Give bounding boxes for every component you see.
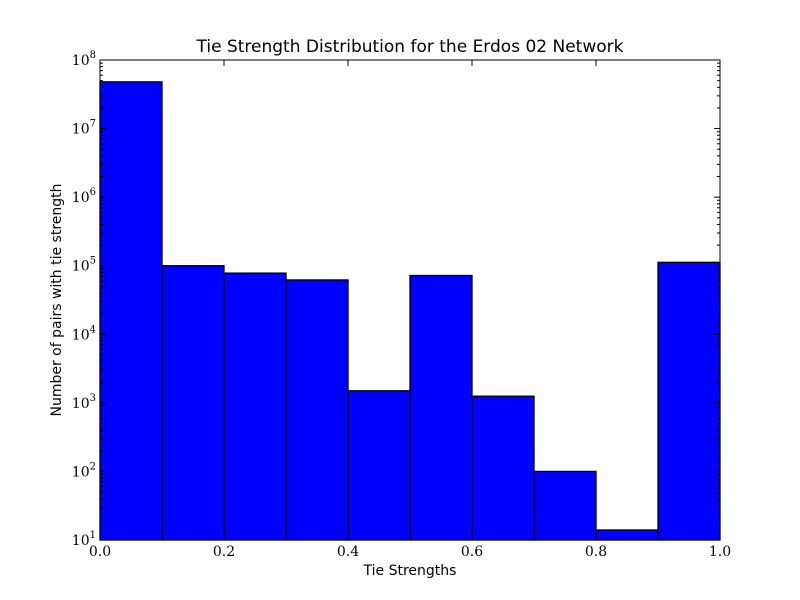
y-tick-label: 103 [72, 393, 96, 412]
x-tick-label: 0.4 [337, 544, 359, 560]
chart-title: Tie Strength Distribution for the Erdos … [196, 37, 624, 57]
tick-labels-group: 0.0 0.2 0.4 0.6 0.8 1.0 101 102 103 104 105 106 107 1… [72, 50, 731, 560]
histogram-bar [471, 395, 535, 541]
x-tick-label: 1.0 [709, 544, 731, 560]
plot-frame [99, 59, 721, 541]
y-tick-label: 104 [72, 324, 96, 343]
y-axis-label: Number of pairs with tie strength [49, 183, 65, 416]
bars-group [99, 81, 721, 541]
histogram-bar [285, 279, 349, 541]
y-tick-label: 102 [72, 461, 96, 480]
histogram-bar [223, 272, 287, 541]
x-tick-label: 0.6 [461, 544, 483, 560]
x-tick-label: 0.8 [585, 544, 607, 560]
histogram-bar [595, 529, 659, 541]
y-tick-label: 105 [72, 256, 96, 275]
histogram-bar [99, 81, 163, 541]
histogram-bar [161, 265, 225, 541]
histogram-bar [533, 470, 597, 541]
x-tick-label: 0.0 [89, 544, 111, 560]
y-tick-label: 106 [72, 187, 96, 206]
x-axis-label: Tie Strengths [363, 563, 457, 579]
y-tick-label: 108 [72, 50, 96, 69]
histogram-bar [347, 390, 411, 541]
histogram-bar [409, 274, 473, 541]
y-tick-label: 107 [72, 119, 96, 138]
y-tick-label: 101 [72, 530, 96, 549]
histogram-bar [657, 261, 721, 541]
x-tick-label: 0.2 [213, 544, 235, 560]
